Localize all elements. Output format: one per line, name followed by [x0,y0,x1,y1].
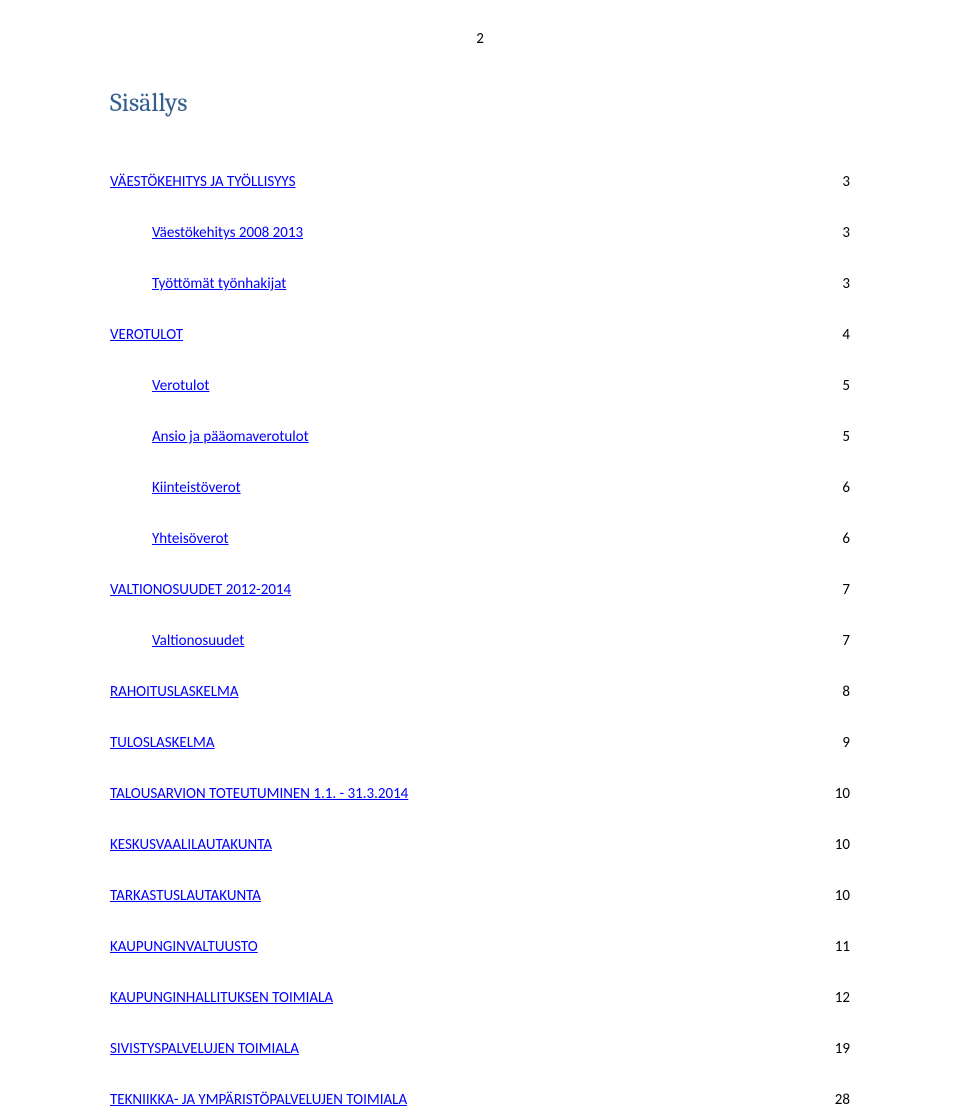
toc-page-number: 8 [822,683,850,701]
toc-row: Työttömät työnhakijat 3 [110,275,850,293]
toc-page-number: 5 [822,377,850,395]
toc-row: VALTIONOSUUDET 2012-2014 7 [110,581,850,599]
toc-page-number: 7 [822,581,850,599]
toc-row: Valtionosuudet 7 [110,632,850,650]
toc-label: Ansio ja pääomaverotulot [110,428,309,446]
toc-label: Valtionosuudet [110,632,244,650]
toc-label: VEROTULOT [110,326,183,344]
toc-row: Verotulot 5 [110,377,850,395]
toc-label: TARKASTUSLAUTAKUNTA [110,887,261,905]
toc-label: TEKNIIKKA- JA YMPÄRISTÖPALVELUJEN TOIMIA… [110,1091,407,1109]
toc-label: KESKUSVAALILAUTAKUNTA [110,836,272,854]
toc-row: RAHOITUSLASKELMA 8 [110,683,850,701]
toc-label: TULOSLASKELMA [110,734,215,752]
toc-row: KAUPUNGINHALLITUKSEN TOIMIALA 12 [110,989,850,1007]
toc-label: Verotulot [110,377,209,395]
toc-page-number: 3 [822,173,850,191]
toc-label: VÄESTÖKEHITYS JA TYÖLLISYYS [110,173,295,191]
toc-page-number: 11 [815,938,850,956]
toc-row: TEKNIIKKA- JA YMPÄRISTÖPALVELUJEN TOIMIA… [110,1091,850,1109]
toc-label: KAUPUNGINHALLITUKSEN TOIMIALA [110,989,333,1007]
toc-label: Väestökehitys 2008 2013 [110,224,303,242]
toc-row: TARKASTUSLAUTAKUNTA 10 [110,887,850,905]
toc-row: Ansio ja pääomaverotulot 5 [110,428,850,446]
toc-page-number: 6 [822,479,850,497]
toc-label: Kiinteistöverot [110,479,241,497]
toc-label: VALTIONOSUUDET 2012-2014 [110,581,291,599]
toc-link[interactable]: Väestökehitys 2008 2013 [152,224,303,242]
toc-link[interactable]: TULOSLASKELMA [110,734,215,752]
toc-link[interactable]: VÄESTÖKEHITYS JA TYÖLLISYYS [110,173,295,191]
toc-link[interactable]: Valtionosuudet [152,632,244,650]
toc-row: SIVISTYSPALVELUJEN TOIMIALA 19 [110,1040,850,1058]
toc-link[interactable]: Kiinteistöverot [152,479,241,497]
toc-label: TALOUSARVION TOTEUTUMINEN 1.1. - 31.3.20… [110,785,408,803]
toc-label: RAHOITUSLASKELMA [110,683,239,701]
toc-page-number: 5 [822,428,850,446]
toc-row: Väestökehitys 2008 2013 3 [110,224,850,242]
toc-page-number: 7 [822,632,850,650]
toc-link[interactable]: KAUPUNGINVALTUUSTO [110,938,258,956]
toc-link[interactable]: RAHOITUSLASKELMA [110,683,239,701]
toc-label: KAUPUNGINVALTUUSTO [110,938,258,956]
toc-row: KAUPUNGINVALTUUSTO 11 [110,938,850,956]
toc-link[interactable]: Ansio ja pääomaverotulot [152,428,309,446]
toc-row: TULOSLASKELMA 9 [110,734,850,752]
toc-row: Kiinteistöverot 6 [110,479,850,497]
toc-page-number: 12 [815,989,850,1007]
toc-row: Yhteisöverot 6 [110,530,850,548]
toc-link[interactable]: Yhteisöverot [152,530,229,548]
toc-row: TALOUSARVION TOTEUTUMINEN 1.1. - 31.3.20… [110,785,850,803]
toc-label: Työttömät työnhakijat [110,275,286,293]
toc-page-number: 6 [822,530,850,548]
toc-page-number: 10 [815,836,850,854]
toc-row: VÄESTÖKEHITYS JA TYÖLLISYYS 3 [110,173,850,191]
toc-link[interactable]: TARKASTUSLAUTAKUNTA [110,887,261,905]
toc-label: SIVISTYSPALVELUJEN TOIMIALA [110,1040,299,1058]
toc-page-number: 19 [815,1040,850,1058]
toc-link[interactable]: Verotulot [152,377,209,395]
toc-page-number: 10 [815,887,850,905]
toc-link[interactable]: VALTIONOSUUDET 2012-2014 [110,581,291,599]
toc-row: KESKUSVAALILAUTAKUNTA 10 [110,836,850,854]
toc-link[interactable]: TALOUSARVION TOTEUTUMINEN 1.1. - 31.3.20… [110,785,408,803]
toc-link[interactable]: KAUPUNGINHALLITUKSEN TOIMIALA [110,989,333,1007]
toc-page-number: 9 [822,734,850,752]
toc-page-number: 4 [822,326,850,344]
toc-page-number: 28 [815,1091,850,1109]
toc-page-number: 3 [822,224,850,242]
toc-page-number: 3 [822,275,850,293]
toc-link[interactable]: Työttömät työnhakijat [152,275,286,293]
toc-label: Yhteisöverot [110,530,229,548]
toc-link[interactable]: SIVISTYSPALVELUJEN TOIMIALA [110,1040,299,1058]
toc-title: Sisällys [110,88,850,118]
toc-link[interactable]: KESKUSVAALILAUTAKUNTA [110,836,272,854]
page-number: 2 [110,30,850,48]
toc-page-number: 10 [815,785,850,803]
toc-row: VEROTULOT 4 [110,326,850,344]
toc-list: VÄESTÖKEHITYS JA TYÖLLISYYS3Väestökehity… [110,173,850,1109]
toc-link[interactable]: VEROTULOT [110,326,183,344]
toc-link[interactable]: TEKNIIKKA- JA YMPÄRISTÖPALVELUJEN TOIMIA… [110,1091,407,1109]
